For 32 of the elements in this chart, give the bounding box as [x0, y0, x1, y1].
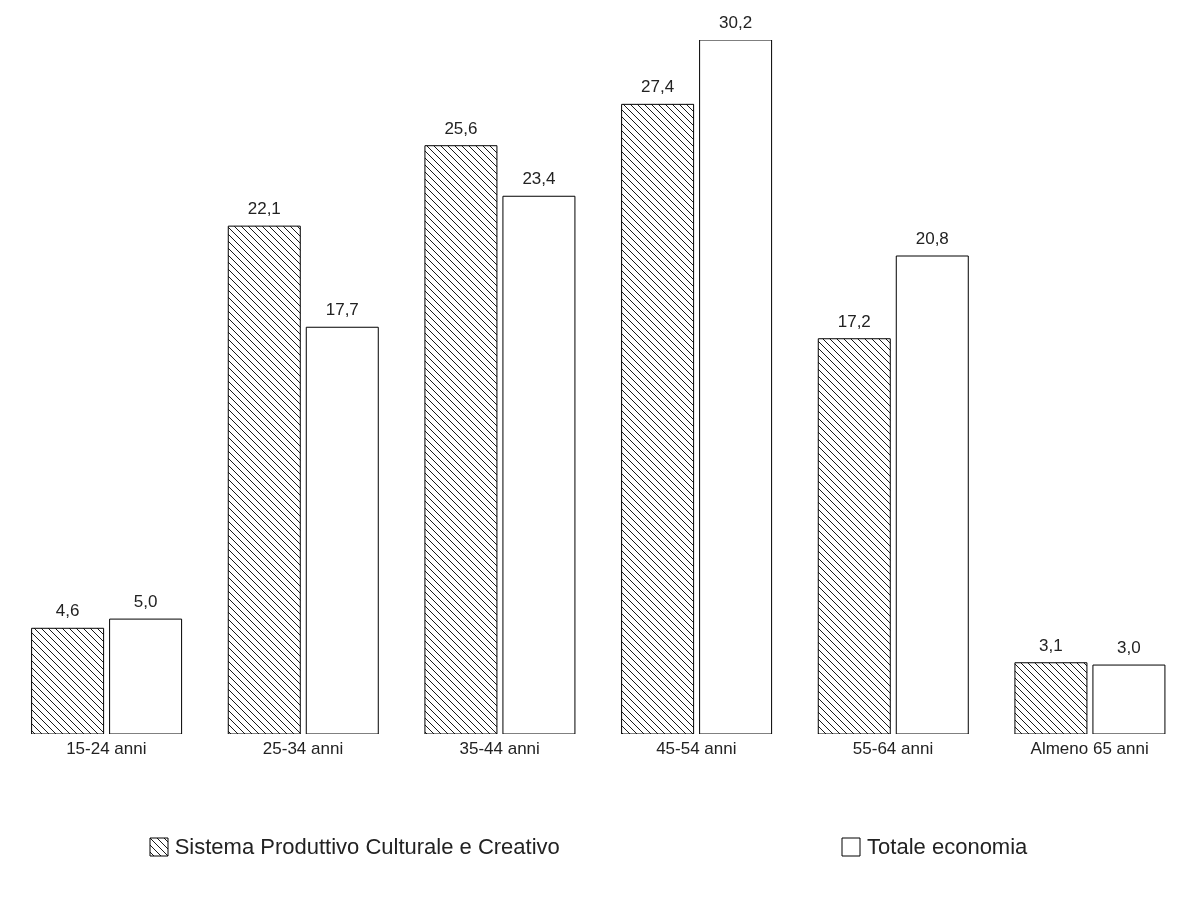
data-label: 5,0	[133, 592, 158, 612]
bar	[424, 145, 498, 734]
data-label: 17,7	[325, 300, 359, 320]
x-tick-label: 55-64 anni	[852, 739, 934, 759]
bar	[895, 255, 969, 734]
data-label: 23,4	[522, 169, 556, 189]
data-label: 20,8	[915, 229, 949, 249]
bar	[699, 40, 773, 734]
x-tick-label: 15-24 anni	[66, 739, 147, 759]
data-label: 22,1	[247, 199, 281, 219]
x-tick-label: Almeno 65 anni	[1030, 739, 1149, 759]
bar	[1014, 662, 1088, 734]
bar	[1092, 664, 1166, 734]
bar	[502, 195, 576, 734]
data-label: 25,6	[444, 118, 478, 138]
data-label: 30,2	[719, 13, 753, 32]
data-label: 4,6	[55, 601, 80, 621]
legend-label: Totale economia	[867, 834, 1028, 860]
data-label: 3,1	[1039, 635, 1063, 655]
data-label: 3,0	[1117, 638, 1141, 658]
data-label: 17,2	[837, 311, 871, 331]
bar	[109, 618, 183, 734]
bar	[305, 326, 379, 734]
x-tick-label: 35-44 anni	[459, 739, 540, 759]
bar	[817, 338, 891, 734]
x-tick-label: 45-54 anni	[656, 739, 737, 759]
x-tick-label: 25-34 anni	[262, 739, 344, 759]
legend-label: Sistema Produttivo Culturale e Creativo	[174, 834, 560, 860]
data-label: 27,4	[641, 77, 675, 97]
bar	[227, 225, 301, 734]
bar	[31, 627, 105, 734]
bar	[621, 103, 695, 734]
